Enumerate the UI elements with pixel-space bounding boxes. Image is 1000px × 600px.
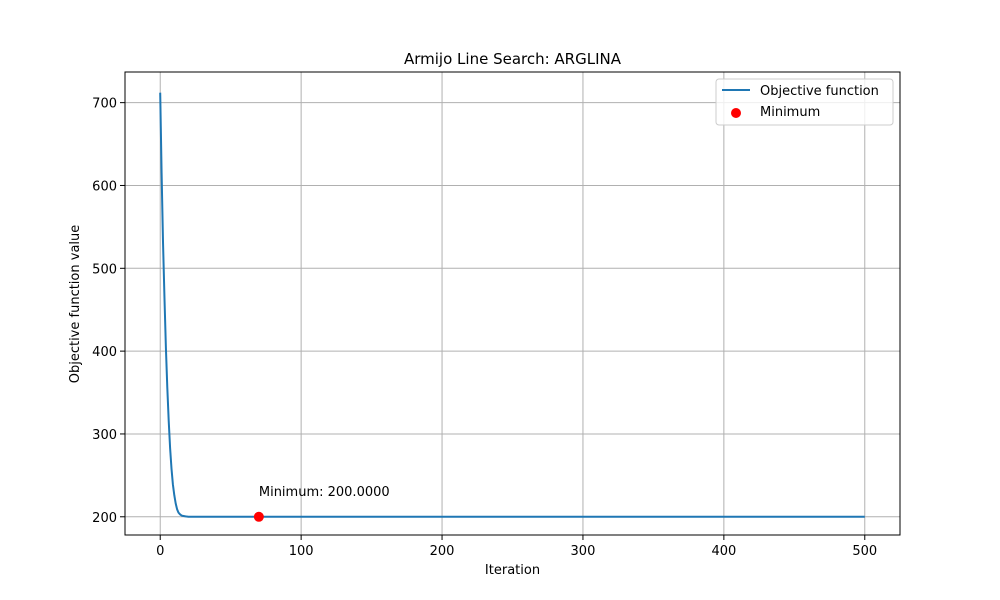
legend-label-minimum: Minimum (760, 105, 820, 120)
x-tick-label: 100 (289, 544, 314, 559)
x-tick-label: 0 (156, 544, 164, 559)
x-tick-label: 500 (852, 544, 877, 559)
y-tick-label: 200 (92, 511, 117, 526)
chart-title: Armijo Line Search: ARGLINA (404, 50, 622, 68)
minimum-point (253, 511, 264, 522)
y-tick-label: 400 (92, 345, 117, 360)
minimum-annotation: Minimum: 200.0000 (259, 485, 390, 500)
y-tick-label: 600 (92, 179, 117, 194)
legend-label-objective: Objective function (760, 84, 879, 99)
y-axis: 200 300 400 500 600 700 (92, 97, 125, 526)
y-tick-label: 500 (92, 262, 117, 277)
x-tick-label: 400 (711, 544, 736, 559)
y-tick-label: 700 (92, 97, 117, 112)
x-tick-label: 300 (571, 544, 596, 559)
x-axis-label: Iteration (485, 563, 540, 578)
plot-frame (124, 71, 901, 536)
x-tick-label: 200 (430, 544, 455, 559)
series-line-objective-function (159, 92, 865, 518)
legend: Objective function Minimum (715, 78, 894, 126)
y-tick-label: 300 (92, 428, 117, 443)
legend-marker-swatch (731, 108, 741, 118)
plot-area (159, 92, 865, 522)
x-axis: 0 100 200 300 400 500 (156, 535, 877, 559)
y-axis-label: Objective function value (68, 225, 83, 384)
legend-box (715, 78, 894, 126)
